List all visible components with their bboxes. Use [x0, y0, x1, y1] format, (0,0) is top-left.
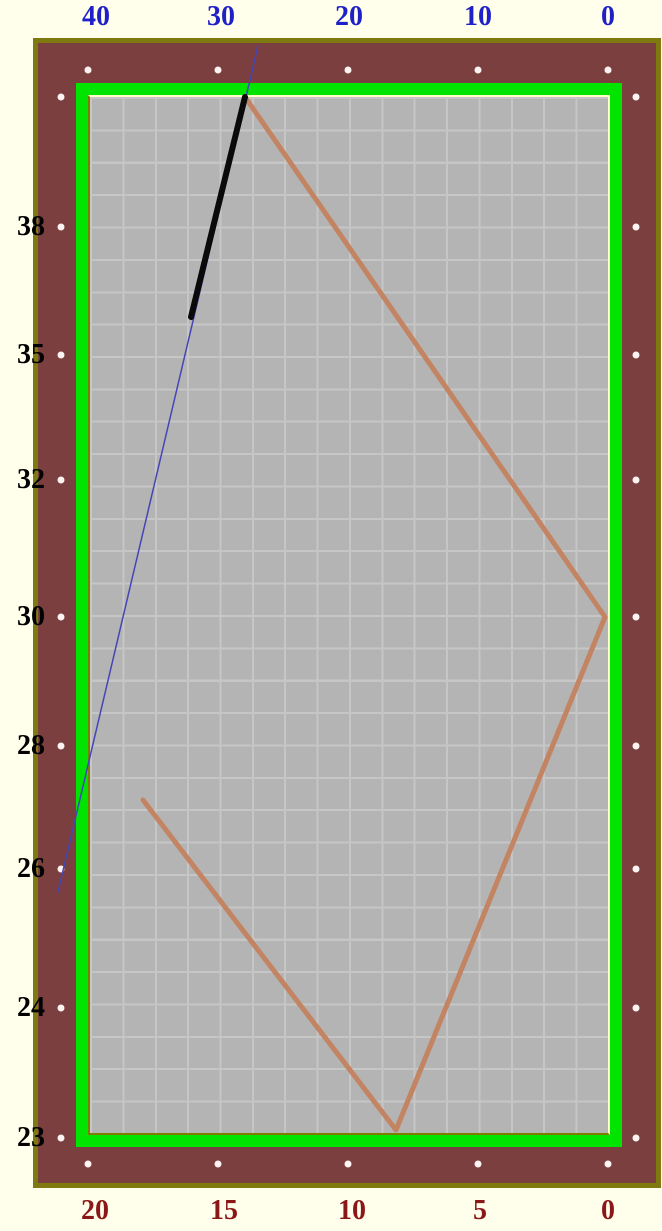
diamond-sight — [57, 865, 65, 873]
diamond-sight — [632, 865, 640, 873]
diamond-sight — [57, 223, 65, 231]
left-scale-number: 32 — [17, 464, 45, 495]
playing-surface[interactable] — [88, 95, 610, 1135]
diamond-sight — [632, 1134, 640, 1142]
diamond-sight — [57, 476, 65, 484]
left-scale-number: 28 — [17, 730, 45, 761]
left-scale-number: 26 — [17, 853, 45, 884]
diamond-sight — [57, 1004, 65, 1012]
diamond-sight — [344, 66, 352, 74]
left-scale-number: 30 — [17, 601, 45, 632]
bottom-scale-number: 20 — [81, 1195, 109, 1226]
bottom-scale-number: 10 — [338, 1195, 366, 1226]
diamond-sight — [214, 1160, 222, 1168]
diamond-sight — [604, 1160, 612, 1168]
top-scale-number: 30 — [207, 1, 235, 32]
diamond-sight — [604, 66, 612, 74]
top-scale-number: 40 — [82, 1, 110, 32]
diamond-sight — [632, 742, 640, 750]
diamond-sight — [632, 223, 640, 231]
left-scale-number: 35 — [17, 339, 45, 370]
diamond-sight — [57, 742, 65, 750]
diamond-sight — [84, 1160, 92, 1168]
diamond-sight — [632, 613, 640, 621]
diamond-sight — [57, 613, 65, 621]
diamond-sight — [57, 1134, 65, 1142]
diamond-sight — [57, 93, 65, 101]
diamond-sight — [344, 1160, 352, 1168]
bottom-scale-number: 0 — [601, 1195, 615, 1226]
top-scale-number: 0 — [601, 1, 615, 32]
left-scale-number: 23 — [17, 1122, 45, 1153]
bottom-scale-number: 5 — [473, 1195, 487, 1226]
diamond-sight — [632, 1004, 640, 1012]
diamond-sight — [632, 351, 640, 359]
top-scale-number: 10 — [464, 1, 492, 32]
left-scale-number: 24 — [17, 992, 45, 1023]
diamond-sight — [474, 1160, 482, 1168]
left-scale-number: 38 — [17, 211, 45, 242]
top-scale-number: 20 — [335, 1, 363, 32]
bottom-scale-number: 15 — [210, 1195, 238, 1226]
diamond-sight — [474, 66, 482, 74]
diamond-sight — [84, 66, 92, 74]
diamond-sight — [57, 351, 65, 359]
diamond-sight — [214, 66, 222, 74]
diamond-sight — [632, 476, 640, 484]
diamond-sight — [632, 93, 640, 101]
